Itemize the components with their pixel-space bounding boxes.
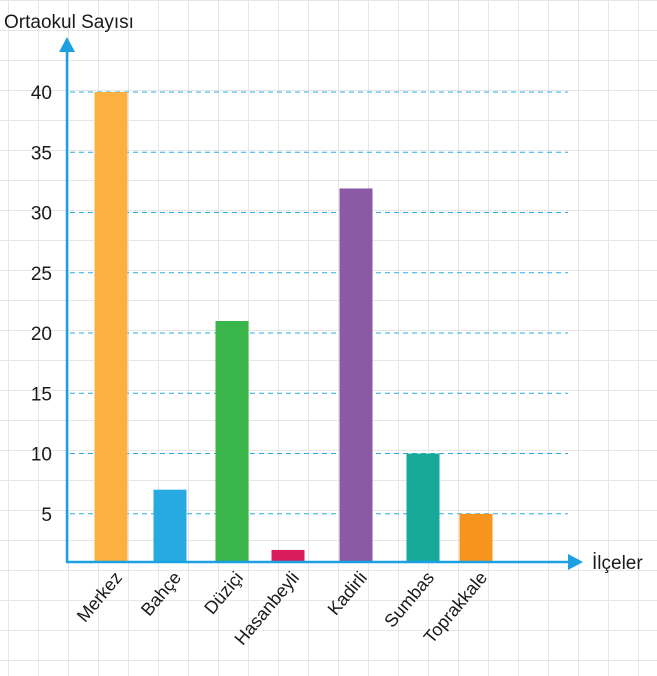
bar-düziçi xyxy=(215,321,249,562)
x-tick-label: Bahçe xyxy=(137,568,185,620)
y-tick-label: 20 xyxy=(31,324,52,345)
y-tick-label: 5 xyxy=(41,505,52,526)
y-tick-label: 10 xyxy=(31,445,52,466)
y-tick-label: 35 xyxy=(31,143,52,164)
bar-kadirli xyxy=(339,188,373,562)
y-tick-label: 40 xyxy=(31,83,52,104)
x-tick-label: Kadirli xyxy=(324,568,371,619)
y-tick-label: 30 xyxy=(31,204,52,225)
x-tick-label: Düziçi xyxy=(200,568,247,618)
bar-hasanbeyli xyxy=(271,549,305,562)
bar-toprakkale xyxy=(459,513,493,562)
bar-bahçe xyxy=(153,489,187,562)
x-tick-label: Merkez xyxy=(73,568,126,626)
bar-merkez xyxy=(94,92,128,563)
y-tick-label: 25 xyxy=(31,264,52,285)
gridlines xyxy=(70,91,568,515)
axes xyxy=(59,37,583,570)
y-axis-title: Ortaokul Sayısı xyxy=(4,12,134,33)
y-axis-arrow-icon xyxy=(59,37,75,52)
bars xyxy=(94,92,493,563)
x-axis-title: İlçeler xyxy=(592,553,643,574)
bar-sumbas xyxy=(406,453,440,562)
x-axis-arrow-icon xyxy=(568,554,583,570)
y-tick-label: 15 xyxy=(31,384,52,405)
y-tick-labels: 5 10 15 20 25 30 35 40 xyxy=(31,83,52,526)
